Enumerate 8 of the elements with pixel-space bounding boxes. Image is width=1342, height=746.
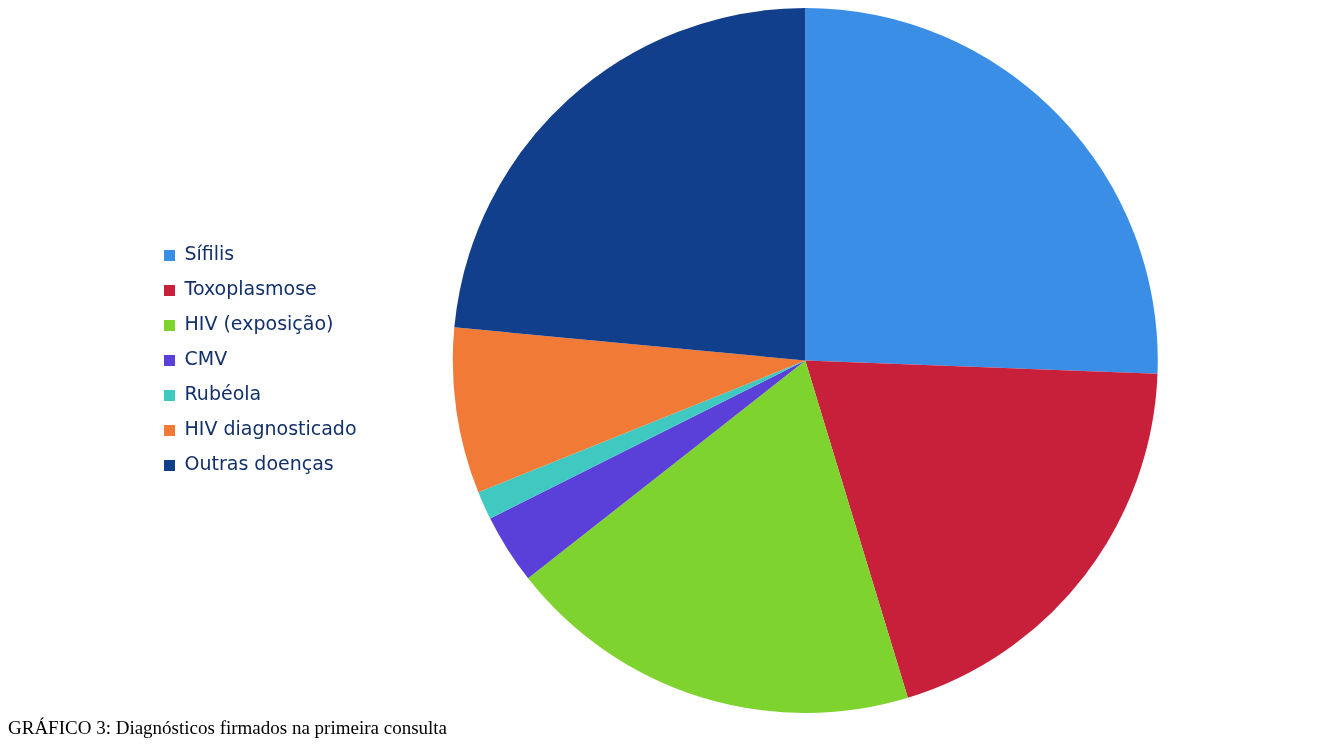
legend-label: Toxoplasmose [183,277,317,300]
legend-label: Sífilis [184,242,235,265]
legend-label: Outras doenças [184,452,334,475]
text: GRÁFICO 3: Diagnósticos firmados na primeira consulta [8,717,449,739]
legend-label: HIV diagnosticado [184,417,357,440]
legend-label: HIV (exposição) [184,312,334,335]
legend-label: Rubéola [184,382,262,405]
legend-label: CMV [184,347,228,370]
